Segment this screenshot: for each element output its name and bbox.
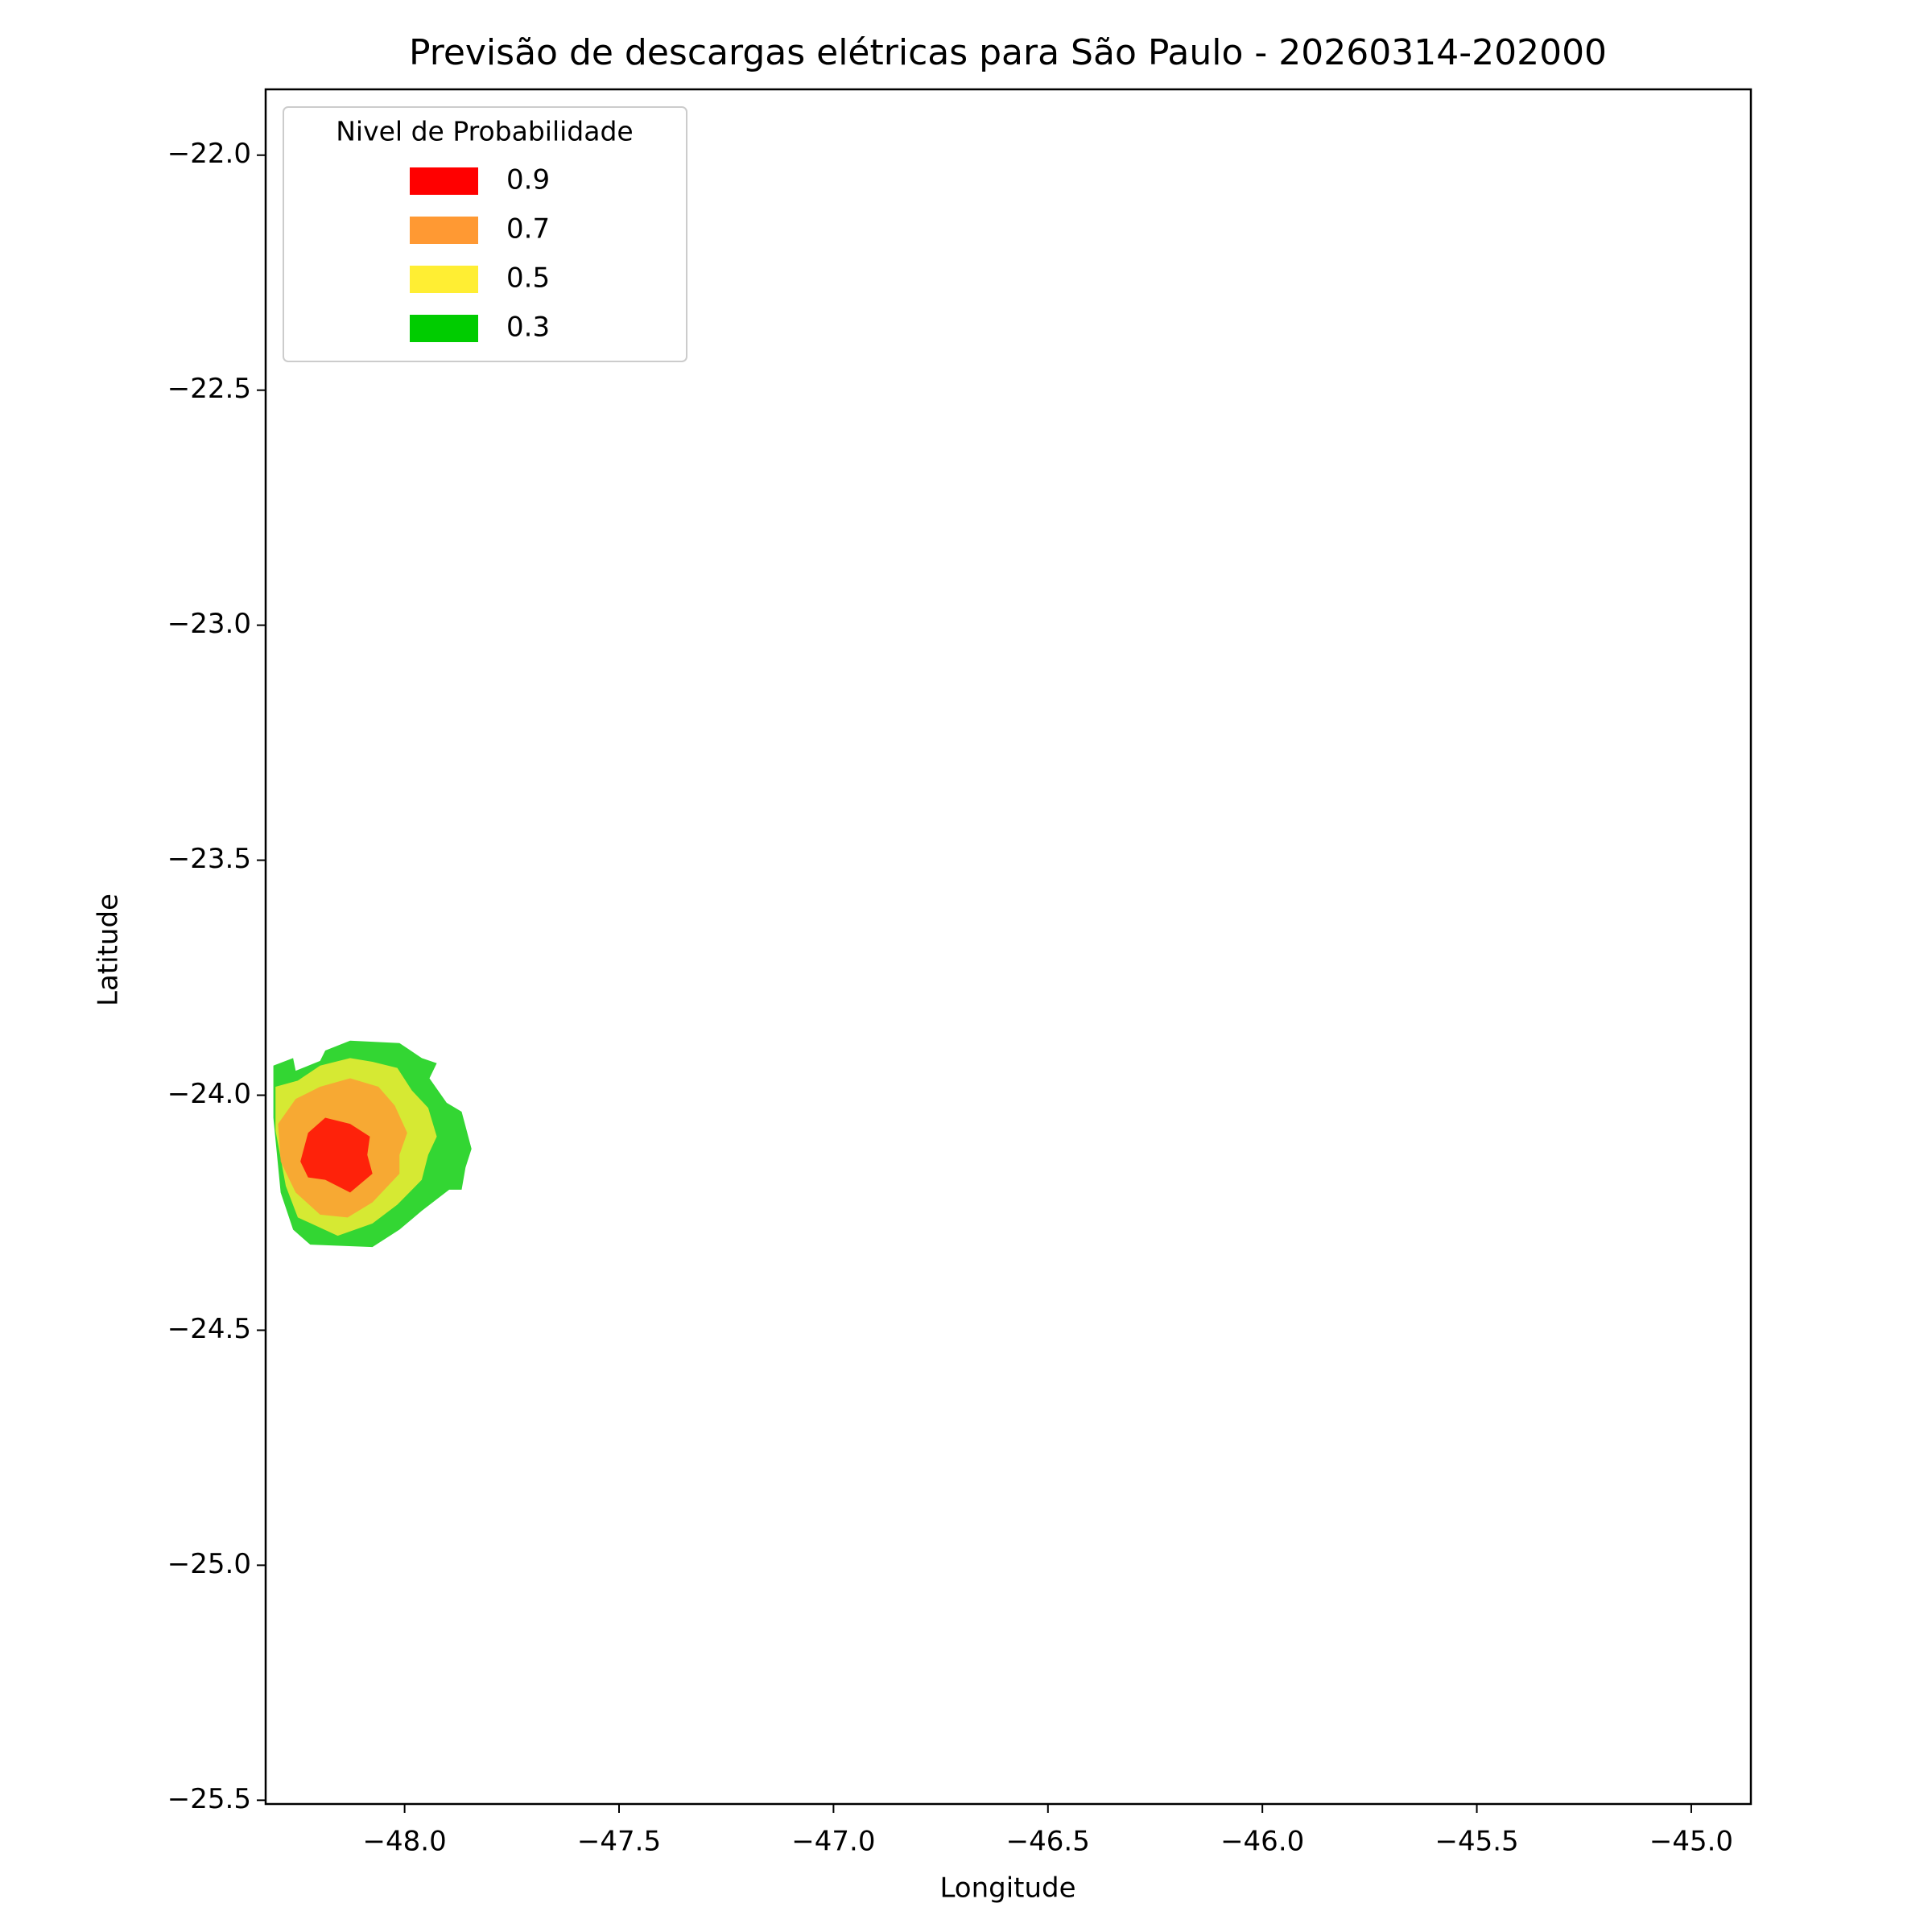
contour-area (300, 1117, 373, 1193)
legend-label: 0.7 (506, 213, 550, 246)
x-tick-label: −47.5 (577, 1826, 661, 1858)
chart-title: Previsão de descargas elétricas para São… (409, 32, 1607, 73)
x-tick-label: −45.0 (1649, 1826, 1733, 1858)
x-axis-label: Longitude (939, 1872, 1075, 1905)
legend-label: 0.3 (506, 312, 550, 344)
legend-swatch (410, 266, 478, 293)
legend-swatch (410, 315, 478, 342)
x-tick-label: −46.5 (1006, 1826, 1090, 1858)
legend-label: 0.5 (506, 262, 550, 295)
y-tick-label: −25.5 (167, 1783, 251, 1815)
y-tick-label: −22.5 (167, 373, 251, 405)
legend-title: Nivel de Probabilidade (336, 116, 633, 147)
legend-label: 0.9 (506, 164, 550, 196)
legend-swatch (410, 217, 478, 244)
y-tick-label: −25.0 (167, 1548, 251, 1580)
x-tick-label: −45.5 (1435, 1826, 1518, 1858)
y-tick-label: −24.5 (167, 1313, 251, 1345)
y-tick-label: −22.0 (167, 138, 251, 170)
y-tick-label: −23.5 (167, 843, 251, 875)
y-tick-label: −23.0 (167, 608, 251, 640)
y-tick-label: −24.0 (167, 1078, 251, 1110)
x-tick-label: −48.0 (363, 1826, 447, 1858)
y-axis-label: Latitude (93, 894, 125, 1006)
legend-box (283, 106, 687, 362)
x-tick-label: −46.0 (1220, 1826, 1304, 1858)
legend-swatch (410, 167, 478, 195)
plot-frame (264, 88, 1752, 1806)
x-tick-label: −47.0 (791, 1826, 875, 1858)
